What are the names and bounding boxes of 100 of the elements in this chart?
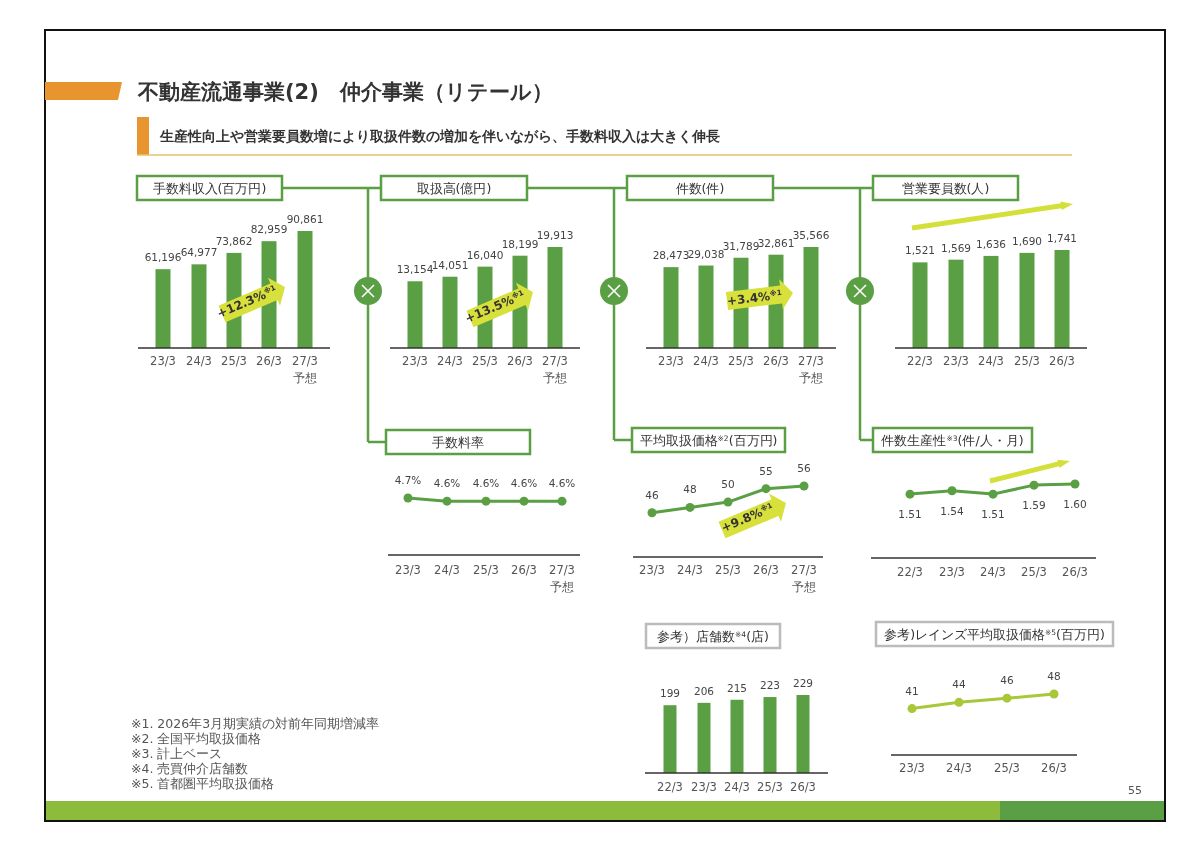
point (1002, 693, 1012, 703)
point (1049, 689, 1059, 699)
x-tick-label: 25/3 (1014, 354, 1040, 368)
data-label: 16,040 (466, 248, 504, 261)
chart-title: 参考）店舗数$^{※4}$(店) (657, 629, 769, 644)
x-tick-label: 26/3 (763, 354, 789, 368)
data-label: 64,977 (180, 246, 218, 259)
data-label: 48 (1047, 670, 1061, 682)
bar (663, 705, 677, 773)
x-tick-label: 24/3 (946, 761, 972, 775)
chart-title: 平均取扱価格$^{※2}$(百万円) (639, 433, 778, 448)
data-label: 215 (726, 681, 748, 694)
data-label: 73,862 (215, 234, 253, 247)
chart-title: 手数料収入(百万円) (152, 181, 267, 196)
data-label: 4.6% (510, 477, 538, 490)
x-tick-label: 22/3 (907, 354, 933, 368)
bar (803, 247, 819, 348)
x-tick-label: 26/3 (507, 354, 533, 368)
x-tick-label: 26/3 (753, 563, 779, 577)
data-label: 4.6% (433, 477, 461, 490)
data-label: 229 (792, 677, 814, 689)
point (799, 481, 809, 491)
point (905, 489, 915, 499)
x-tick-label: 24/3 (978, 354, 1004, 368)
text: 生産性向上や営業要員数増により取扱件数の増加を伴いながら、手数料収入は大きく伸長 (159, 128, 720, 144)
point (647, 508, 657, 518)
data-label: 56 (797, 462, 811, 474)
x-tick-label: 24/3 (677, 563, 703, 577)
x-tick-label: 24/3 (437, 354, 463, 368)
x-tick-label: 22/3 (897, 565, 923, 579)
data-label: 48 (683, 483, 697, 496)
chart-title: 営業要員数(人) (901, 181, 990, 196)
data-label: 206 (693, 684, 715, 697)
x-tick-label: 25/3 (472, 354, 498, 368)
x-tick-label: 26/3 (790, 780, 816, 794)
data-label: 18,199 (501, 237, 539, 250)
bar (547, 247, 563, 348)
x-tick-label: 23/3 (691, 780, 717, 794)
point (1070, 479, 1080, 489)
data-label: 46 (645, 488, 659, 501)
text: 55 (1128, 784, 1142, 797)
x-tick-label: 24/3 (434, 563, 460, 577)
text: ※4. 売買仲介店舗数 (131, 761, 249, 776)
chart-title: 件数生産性$^{※3}$(件/人・月) (881, 433, 1024, 448)
x-tick-label: 23/3 (395, 563, 421, 577)
bar (948, 259, 964, 348)
point (988, 489, 998, 499)
x-tick-label: 24/3 (980, 565, 1006, 579)
x-tick-label: 27/3 予想 (798, 354, 824, 385)
data-label: 1,636 (975, 237, 1007, 250)
data-label: 223 (759, 679, 781, 692)
data-label: 19,913 (536, 229, 574, 241)
data-label: 29,038 (687, 247, 725, 260)
data-label: 4.6% (472, 477, 500, 490)
text: ※2. 全国平均取扱価格 (131, 731, 262, 746)
data-label: 1,521 (904, 244, 936, 257)
x-tick-label: 24/3 (693, 354, 719, 368)
x-tick-label: 27/3 予想 (549, 563, 575, 594)
data-label: 50 (721, 478, 735, 491)
x-tick-label: 25/3 (1021, 565, 1047, 579)
point (723, 497, 733, 507)
bar (1054, 250, 1070, 348)
chart-title: 取扱高(億円) (416, 181, 492, 196)
x-tick-label: 26/3 (1049, 354, 1075, 368)
bar (442, 276, 458, 348)
data-label: 44 (952, 678, 966, 691)
data-label: 28,473 (652, 249, 690, 262)
text: ※5. 首都圏平均取扱価格 (131, 776, 275, 791)
data-label: 1.59 (1022, 499, 1046, 512)
annotation: +3.4%$^{※1}$ (726, 287, 783, 309)
data-label: 1,741 (1046, 232, 1078, 244)
data-label: 82,959 (250, 223, 288, 236)
data-label: 1.51 (981, 508, 1005, 521)
bar (191, 264, 207, 348)
data-label: 1,690 (1011, 234, 1043, 247)
x-tick-label: 22/3 (657, 780, 683, 794)
x-tick-label: 25/3 (473, 563, 499, 577)
bar (663, 267, 679, 348)
x-tick-label: 23/3 (150, 354, 176, 368)
x-tick-label: 23/3 (943, 354, 969, 368)
x-tick-label: 23/3 (639, 563, 665, 577)
data-label: 1.60 (1063, 498, 1087, 510)
bar (983, 255, 999, 348)
text: 不動産流通事業(2) 仲介事業（リテール） (137, 80, 553, 104)
x-tick-label: 24/3 (724, 780, 750, 794)
bar (407, 281, 423, 348)
x-tick-label: 23/3 (658, 354, 684, 368)
data-label: 13,154 (396, 263, 434, 276)
point (907, 704, 917, 714)
x-tick-label: 25/3 (728, 354, 754, 368)
bar (912, 262, 928, 348)
chart-title: 参考)レインズ平均取扱価格$^{※5}$(百万円) (884, 627, 1105, 642)
bar (730, 699, 744, 773)
x-tick-label: 26/3 (1041, 761, 1067, 775)
data-label: 4.7% (394, 474, 422, 486)
bar (698, 265, 714, 348)
data-label: 61,196 (144, 251, 182, 264)
chart-title: 手数料率 (432, 435, 484, 450)
x-tick-label: 26/3 (1062, 565, 1088, 579)
x-tick-label: 26/3 (256, 354, 282, 368)
